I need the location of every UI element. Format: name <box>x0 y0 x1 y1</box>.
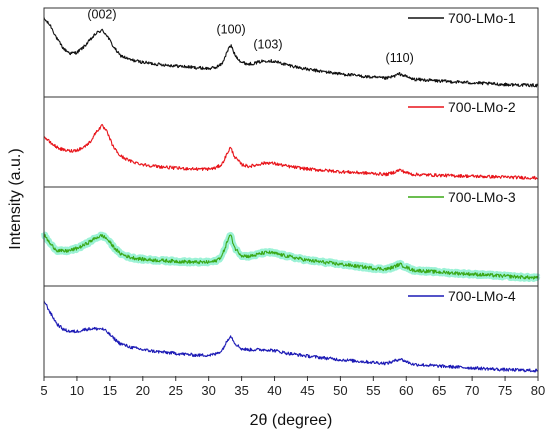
peak-label-2: (100) <box>216 22 245 36</box>
x-tick-label-2: 15 <box>103 383 117 398</box>
x-axis-title: 2θ (degree) <box>250 412 333 429</box>
peak-label-3: (103) <box>253 38 282 52</box>
peak-label-1: (002) <box>87 7 116 21</box>
x-tick-label-11: 60 <box>399 383 413 398</box>
x-tick-label-1: 10 <box>70 383 84 398</box>
series-line-4 <box>43 300 539 373</box>
x-tick-label-7: 40 <box>267 383 281 398</box>
x-tick-label-14: 75 <box>498 383 512 398</box>
x-tick-label-5: 30 <box>201 383 215 398</box>
series-line-1 <box>43 17 539 88</box>
panel-1: 700-LMo-1 (002) (100) (103) (110) <box>43 7 539 98</box>
x-tick-label-0: 5 <box>40 383 47 398</box>
x-tick-label-3: 20 <box>136 383 150 398</box>
x-tick-label-15: 80 <box>531 383 545 398</box>
x-tick-label-9: 50 <box>333 383 347 398</box>
legend-label-3: 700-LMo-3 <box>448 189 516 205</box>
series-line-3 <box>43 232 539 280</box>
x-tick-label-13: 70 <box>465 383 479 398</box>
legend-label-4: 700-LMo-4 <box>448 288 516 304</box>
x-tick-label-8: 45 <box>300 383 314 398</box>
series-line-2 <box>43 123 539 180</box>
panel-frame-4 <box>43 285 539 378</box>
x-tick-label-12: 65 <box>432 383 446 398</box>
panel-2: 700-LMo-2 <box>43 96 539 188</box>
x-tick-label-6: 35 <box>234 383 248 398</box>
y-axis-title: Intensity (a.u.) <box>7 148 24 249</box>
panels-layer: 700-LMo-1(002)(100)(103)(110)700-LMo-270… <box>41 7 541 378</box>
x-axis: 5 10 15 20 25 30 35 40 45 50 55 60 65 70 75 80 <box>40 376 545 398</box>
peak-label-4: (110) <box>386 51 414 65</box>
x-tick-label-4: 25 <box>168 383 182 398</box>
panel-4: 700-LMo-4 <box>43 285 539 378</box>
x-tick-label-10: 55 <box>366 383 380 398</box>
legend-label-1: 700-LMo-1 <box>448 10 516 26</box>
legend-label-2: 700-LMo-2 <box>448 99 516 115</box>
panel-3: 700-LMo-3 <box>41 186 541 287</box>
